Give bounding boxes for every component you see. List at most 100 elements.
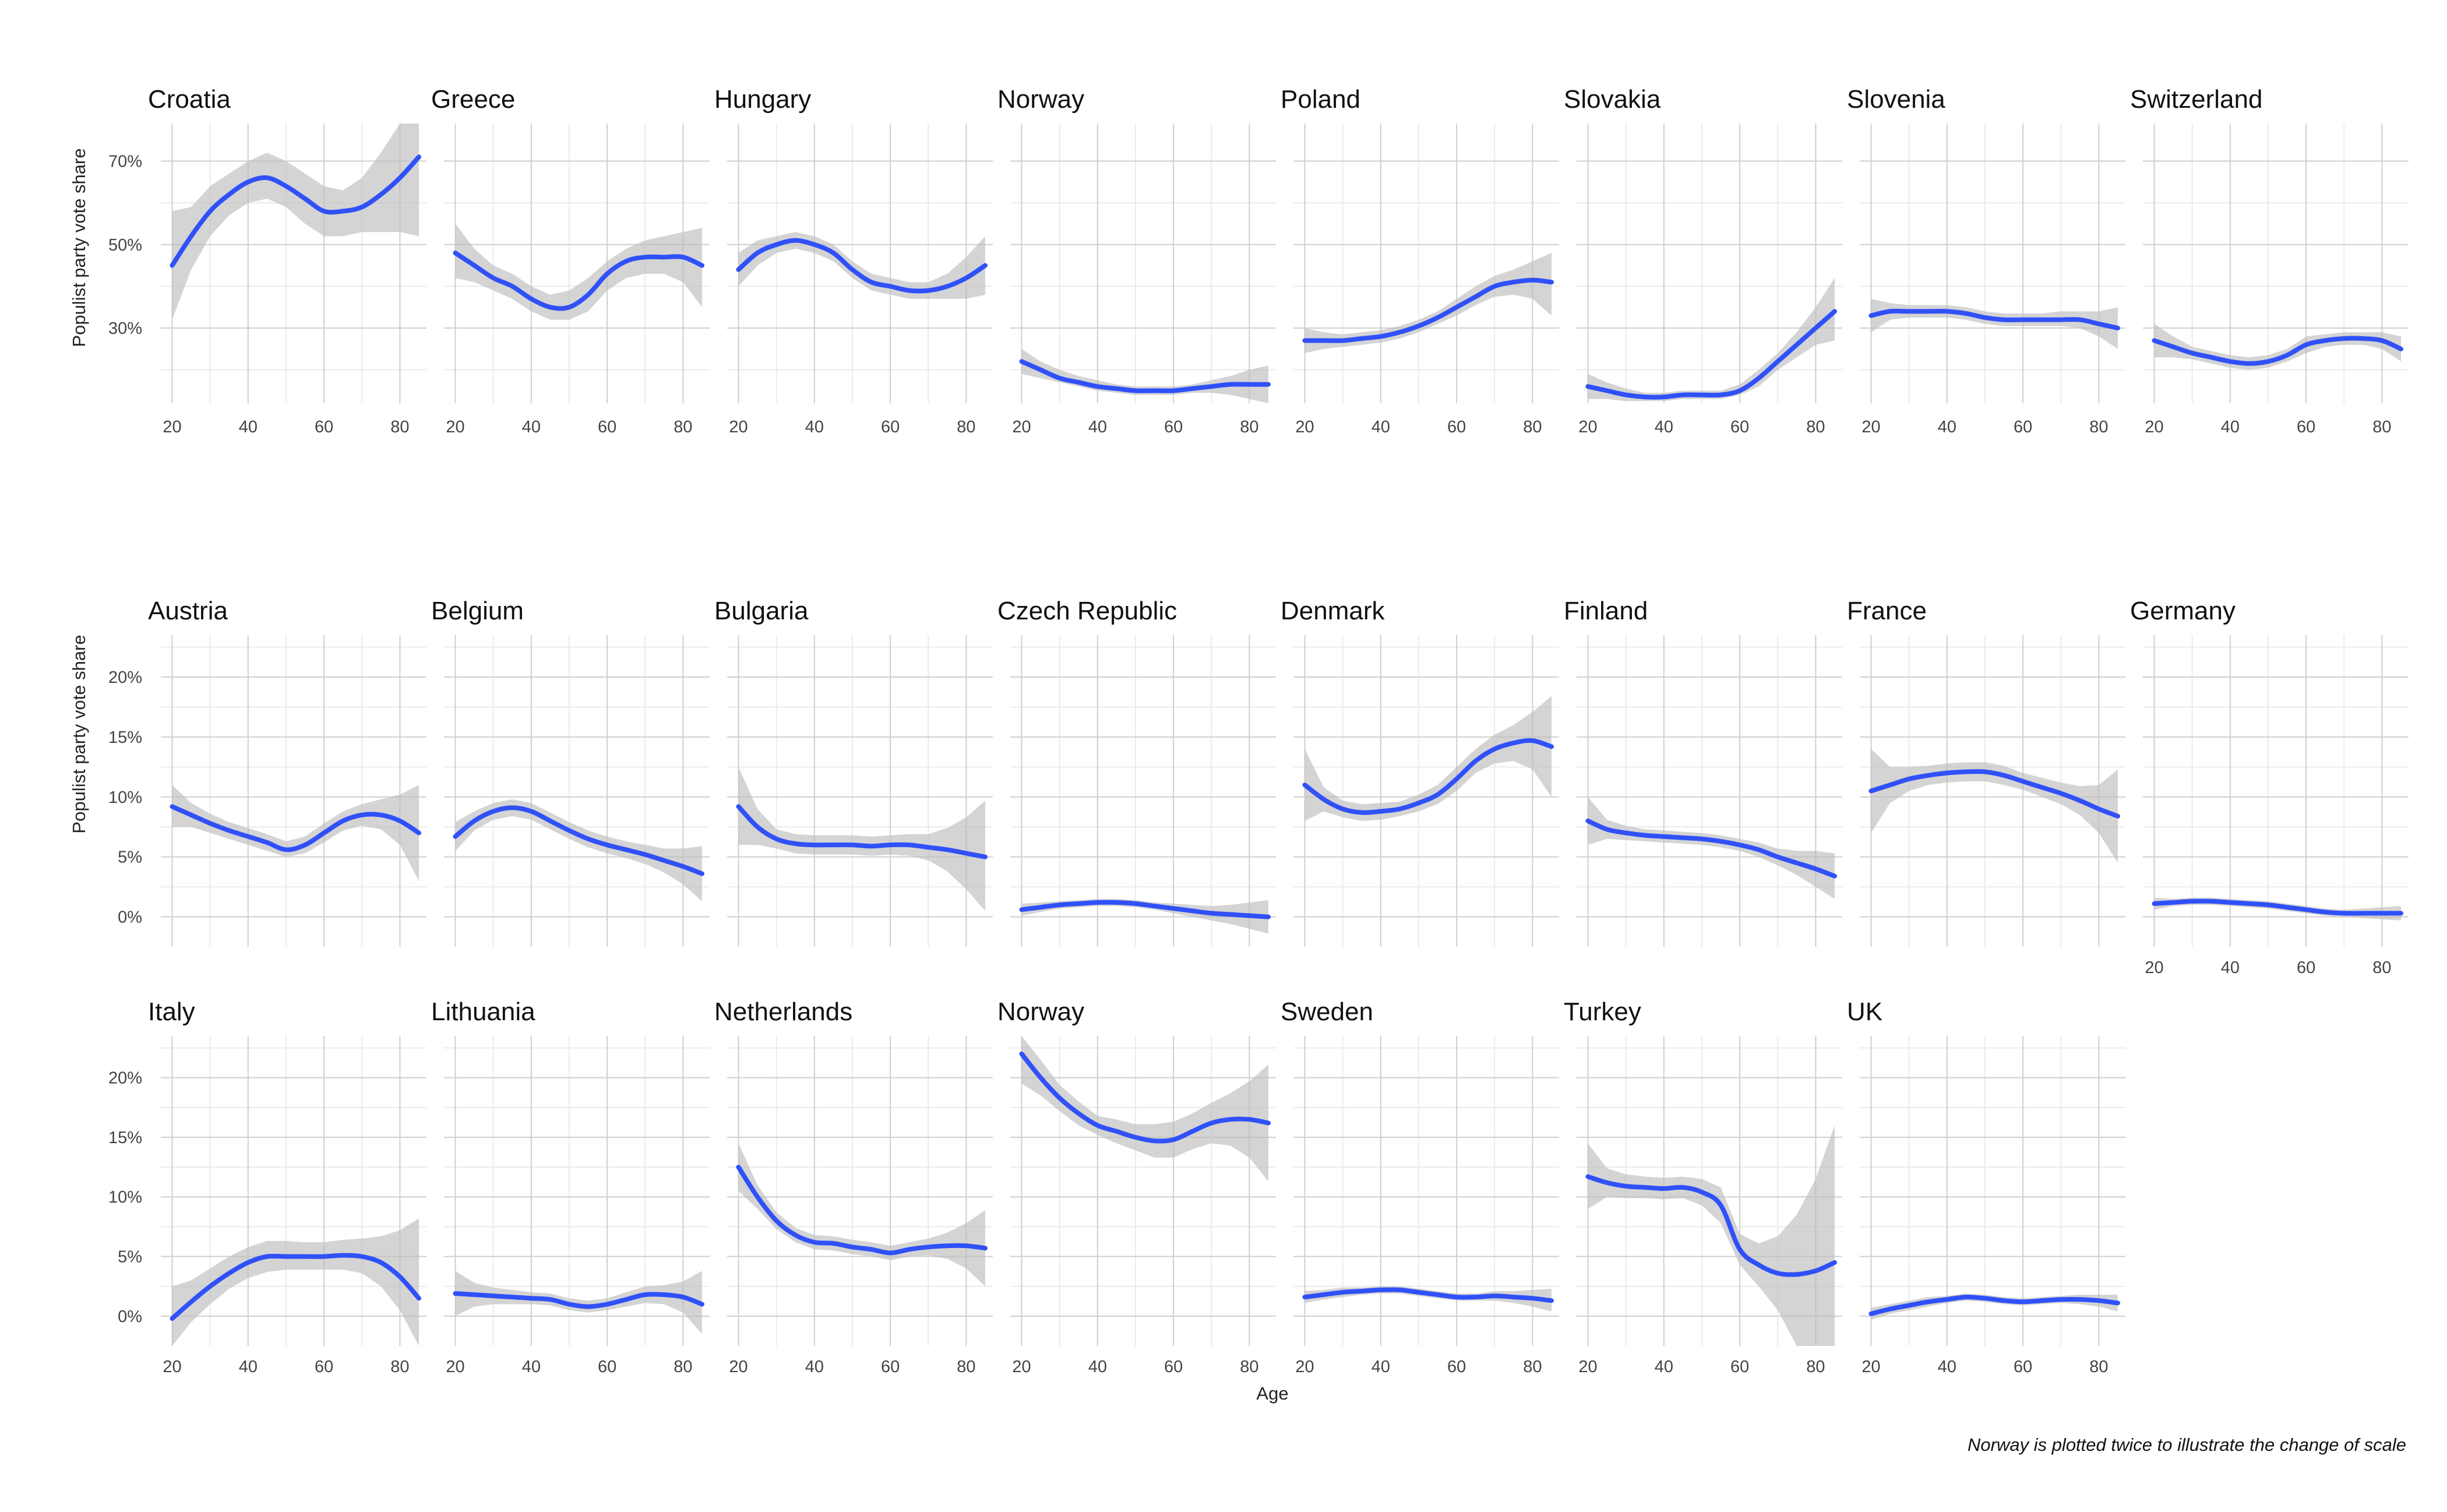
x-tick-label: 40 [805,418,824,436]
x-tick-label: 20 [446,1358,464,1376]
trend-line-hungary-r1 [736,238,988,294]
confidence-band-switzerland-r1 [2154,323,2401,370]
y-tick-label: 10% [108,788,142,807]
facet-title-lithuania-r3: Lithuania [431,998,535,1026]
x-tick-label: 20 [1578,1358,1597,1376]
x-tick-label: 60 [598,1358,616,1376]
x-tick-label: 60 [2014,1358,2032,1376]
x-tick-label: 40 [805,1358,824,1376]
facet-title-denmark-r2: Denmark [1281,597,1385,625]
facet-title-germany-r2: Germany [2130,597,2236,625]
x-tick-label: 60 [1164,418,1183,436]
x-tick-label: 80 [2089,418,2108,436]
panel-germany-r2: Germany 20 40 60 80 [2130,597,2409,977]
x-tick-label: 40 [2221,418,2240,436]
confidence-band-lithuania-r3 [455,1271,702,1334]
facet-title-uk-r3: UK [1847,998,1882,1026]
confidence-band-italy-r3 [172,1218,419,1346]
y-axis-title-row-1: Populist party vote share [69,148,89,347]
facet-title-croatia-r1: Croatia [148,85,231,114]
facet-title-switzerland-r1: Switzerland [2130,85,2262,114]
panel-sweden-r3: Sweden 20 40 60 80 [1281,998,1559,1376]
facet-title-netherlands-r3: Netherlands [714,998,852,1026]
y-tick-label: 0% [118,908,142,927]
x-tick-label: 20 [2145,418,2163,436]
trend-line-czech-republic-r2 [1019,900,1271,919]
x-tick-label: 60 [315,418,333,436]
x-axis-title: Age [1256,1383,1288,1404]
x-tick-label: 60 [1447,1358,1466,1376]
facet-title-belgium-r2: Belgium [431,597,524,625]
facet-title-france-r2: France [1847,597,1927,625]
trend-line-norway-r3 [1019,1051,1271,1144]
confidence-band-slovakia-r1 [1588,278,1835,401]
trend-line-france-r2 [1868,769,2120,819]
confidence-band-belgium-r2 [455,799,702,901]
y-tick-label: 5% [118,1248,142,1267]
x-tick-label: 80 [957,418,975,436]
x-tick-label: 60 [881,1358,900,1376]
facet-title-slovakia-r1: Slovakia [1564,85,1661,114]
trend-line-netherlands-r3 [736,1165,988,1256]
x-tick-label: 40 [2221,958,2240,977]
x-tick-label: 80 [2089,1358,2108,1376]
x-tick-label: 80 [1240,1358,1258,1376]
panel-italy-r3: Italy 0% 5% 10% 15% 20% 20 40 60 80 [108,998,426,1376]
y-tick-label: 0% [118,1307,142,1326]
y-tick-label: 20% [108,668,142,687]
panel-denmark-r2: Denmark [1281,597,1559,947]
x-tick-label: 20 [1295,418,1314,436]
x-tick-label: 40 [1655,1358,1673,1376]
confidence-band-greece-r1 [455,223,702,320]
x-tick-label: 20 [163,1358,181,1376]
x-tick-label: 20 [1012,1358,1031,1376]
panel-turkey-r3: Turkey 20 40 60 80 [1564,998,1842,1376]
facet-title-sweden-r3: Sweden [1281,998,1373,1026]
panel-greece-r1: Greece 20 40 60 80 [431,85,710,436]
confidence-band-poland-r1 [1304,253,1552,353]
facet-title-greece-r1: Greece [431,85,515,114]
x-tick-label: 40 [1088,418,1107,436]
x-tick-label: 60 [1447,418,1466,436]
x-tick-label: 80 [1523,1358,1542,1376]
x-tick-label: 40 [1371,418,1390,436]
facet-title-turkey-r3: Turkey [1564,998,1641,1026]
x-tick-label: 80 [390,1358,409,1376]
x-tick-label: 40 [522,418,541,436]
x-tick-label: 60 [2014,418,2032,436]
trend-line-switzerland-r1 [2152,336,2403,366]
confidence-band-norway-r1 [1021,348,1268,403]
x-tick-label: 60 [1730,418,1749,436]
x-tick-label: 60 [598,418,616,436]
facet-title-czech-republic-r2: Czech Republic [997,597,1177,625]
panel-switzerland-r1: Switzerland 20 40 60 80 [2130,85,2409,436]
x-tick-label: 60 [881,418,900,436]
panel-bulgaria-r2: Bulgaria [714,597,993,947]
trend-line-belgium-r2 [453,805,704,876]
x-tick-label: 40 [1088,1358,1107,1376]
x-tick-label: 80 [1806,1358,1825,1376]
x-tick-label: 20 [446,418,464,436]
chart-caption: Norway is plotted twice to illustrate th… [1968,1435,2406,1455]
trend-line-italy-r3 [170,1253,421,1321]
facet-title-austria-r2: Austria [148,597,228,625]
trend-line-lithuania-r3 [453,1291,704,1309]
x-tick-label: 80 [2372,418,2391,436]
x-tick-label: 80 [674,418,692,436]
facet-title-norway-r1: Norway [997,85,1084,114]
y-tick-label: 50% [108,236,142,255]
panel-czech-republic-r2: Czech Republic [997,597,1276,947]
x-tick-label: 40 [1371,1358,1390,1376]
x-tick-label: 60 [1730,1358,1749,1376]
facet-title-norway-r3: Norway [997,998,1084,1026]
trend-line-denmark-r2 [1302,738,1554,815]
trend-line-uk-r3 [1868,1295,2120,1316]
trend-line-norway-r1 [1019,359,1271,393]
x-tick-label: 80 [674,1358,692,1376]
y-tick-label: 70% [108,152,142,171]
x-tick-label: 80 [1806,418,1825,436]
confidence-band-norway-r3 [1021,1036,1268,1182]
confidence-band-bulgaria-r2 [738,767,985,911]
confidence-band-hungary-r1 [738,232,985,299]
